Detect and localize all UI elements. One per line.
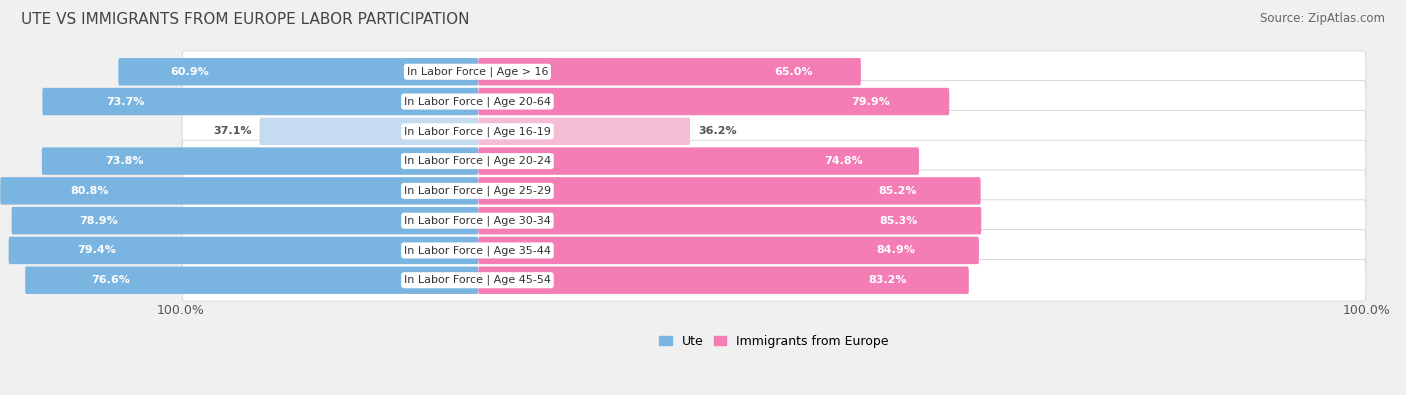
FancyBboxPatch shape	[183, 140, 1365, 182]
FancyBboxPatch shape	[478, 147, 920, 175]
Text: In Labor Force | Age > 16: In Labor Force | Age > 16	[406, 66, 548, 77]
FancyBboxPatch shape	[183, 260, 1365, 301]
Text: In Labor Force | Age 45-54: In Labor Force | Age 45-54	[404, 275, 551, 286]
Text: 60.9%: 60.9%	[170, 67, 209, 77]
Text: In Labor Force | Age 20-64: In Labor Force | Age 20-64	[404, 96, 551, 107]
Text: 85.3%: 85.3%	[879, 216, 918, 226]
FancyBboxPatch shape	[42, 88, 478, 115]
FancyBboxPatch shape	[0, 177, 478, 205]
FancyBboxPatch shape	[42, 147, 478, 175]
FancyBboxPatch shape	[183, 229, 1365, 271]
Legend: Ute, Immigrants from Europe: Ute, Immigrants from Europe	[659, 335, 889, 348]
Text: 79.4%: 79.4%	[77, 245, 117, 256]
Text: 85.2%: 85.2%	[879, 186, 917, 196]
FancyBboxPatch shape	[183, 200, 1365, 241]
Text: 37.1%: 37.1%	[212, 126, 252, 136]
Text: In Labor Force | Age 35-44: In Labor Force | Age 35-44	[404, 245, 551, 256]
Text: 80.8%: 80.8%	[70, 186, 108, 196]
Text: 79.9%: 79.9%	[851, 96, 890, 107]
Text: Source: ZipAtlas.com: Source: ZipAtlas.com	[1260, 12, 1385, 25]
FancyBboxPatch shape	[478, 237, 979, 264]
FancyBboxPatch shape	[25, 267, 478, 294]
FancyBboxPatch shape	[478, 207, 981, 234]
FancyBboxPatch shape	[183, 51, 1365, 92]
FancyBboxPatch shape	[478, 177, 980, 205]
FancyBboxPatch shape	[183, 111, 1365, 152]
FancyBboxPatch shape	[478, 88, 949, 115]
FancyBboxPatch shape	[11, 207, 478, 234]
Text: In Labor Force | Age 16-19: In Labor Force | Age 16-19	[404, 126, 551, 137]
FancyBboxPatch shape	[183, 81, 1365, 122]
Text: 73.8%: 73.8%	[105, 156, 143, 166]
Text: 74.8%: 74.8%	[825, 156, 863, 166]
FancyBboxPatch shape	[478, 58, 860, 85]
Text: 36.2%: 36.2%	[697, 126, 737, 136]
Text: UTE VS IMMIGRANTS FROM EUROPE LABOR PARTICIPATION: UTE VS IMMIGRANTS FROM EUROPE LABOR PART…	[21, 12, 470, 27]
Text: In Labor Force | Age 30-34: In Labor Force | Age 30-34	[404, 215, 551, 226]
Text: 84.9%: 84.9%	[876, 245, 915, 256]
FancyBboxPatch shape	[478, 267, 969, 294]
FancyBboxPatch shape	[260, 118, 478, 145]
Text: 65.0%: 65.0%	[775, 67, 813, 77]
Text: 76.6%: 76.6%	[91, 275, 131, 285]
Text: In Labor Force | Age 20-24: In Labor Force | Age 20-24	[404, 156, 551, 166]
Text: 78.9%: 78.9%	[80, 216, 118, 226]
FancyBboxPatch shape	[118, 58, 478, 85]
Text: 73.7%: 73.7%	[105, 96, 145, 107]
Text: In Labor Force | Age 25-29: In Labor Force | Age 25-29	[404, 186, 551, 196]
Text: 83.2%: 83.2%	[869, 275, 907, 285]
FancyBboxPatch shape	[8, 237, 478, 264]
FancyBboxPatch shape	[478, 118, 690, 145]
FancyBboxPatch shape	[183, 170, 1365, 212]
